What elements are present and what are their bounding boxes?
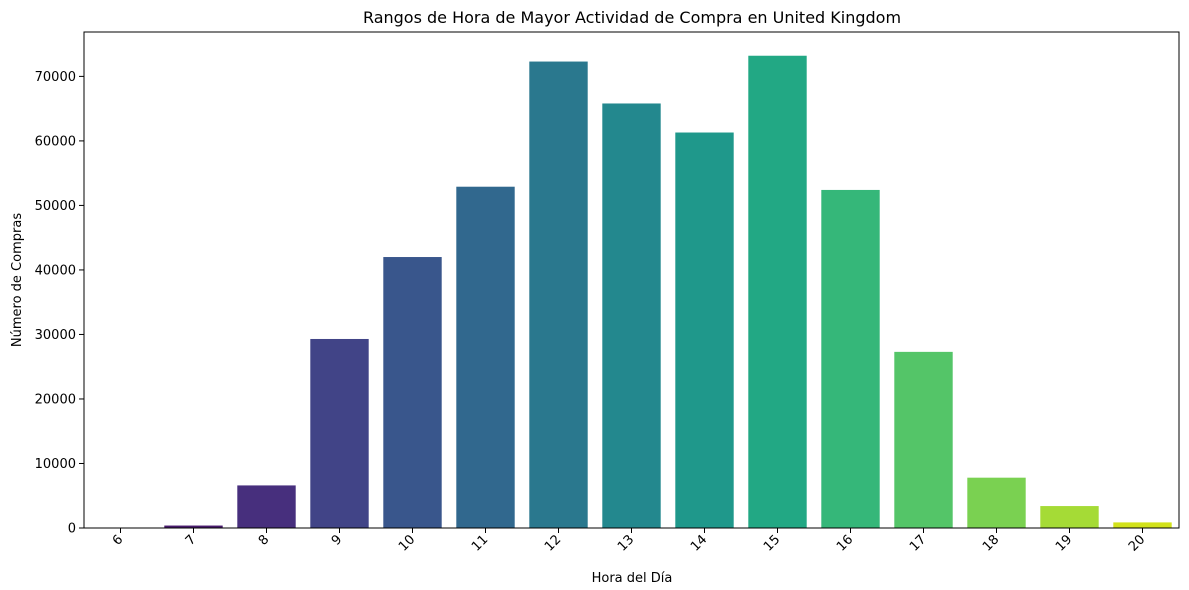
bar-hour-17 xyxy=(894,351,953,528)
chart-title: Rangos de Hora de Mayor Actividad de Com… xyxy=(363,8,901,27)
y-tick-label: 70000 xyxy=(35,70,76,85)
bar-hour-14 xyxy=(675,132,734,528)
y-tick-label: 20000 xyxy=(35,392,76,407)
bar-hour-11 xyxy=(456,186,515,528)
x-tick-label: 20 xyxy=(1126,532,1148,554)
bar-hour-15 xyxy=(748,55,807,529)
x-tick-label: 12 xyxy=(542,532,564,554)
plot-area: 0 10000 20000 30000 40000 50000 60000 70000 6 7 8 9… xyxy=(35,31,1180,555)
bar-hour-12 xyxy=(529,61,588,529)
bar-hour-7 xyxy=(164,525,223,528)
x-tick-label: 18 xyxy=(980,532,1002,554)
x-tick-label: 16 xyxy=(834,532,856,554)
x-tick-label: 17 xyxy=(907,532,929,554)
bar-hour-13 xyxy=(602,103,661,528)
bar-hour-9 xyxy=(310,338,369,528)
x-tick-label: 15 xyxy=(761,532,783,554)
plot-frame xyxy=(83,31,1180,529)
bar-hour-10 xyxy=(383,257,442,528)
bar-hour-18 xyxy=(967,477,1026,528)
y-tick-label: 50000 xyxy=(35,199,76,214)
y-tick-label: 0 xyxy=(68,522,76,537)
y-tick-label: 60000 xyxy=(35,134,76,149)
x-tick-label: 14 xyxy=(688,532,710,554)
x-tick-label: 8 xyxy=(256,532,272,548)
bar-hour-8 xyxy=(237,485,296,528)
x-tick-label: 6 xyxy=(110,532,126,548)
y-tick-label: 40000 xyxy=(35,263,76,278)
bar-hour-20 xyxy=(1113,522,1172,528)
bar-hour-16 xyxy=(821,189,880,528)
x-tick-label: 7 xyxy=(183,532,199,548)
y-tick-label: 10000 xyxy=(35,457,76,472)
x-tick-label: 19 xyxy=(1053,532,1075,554)
x-tick-label: 11 xyxy=(469,532,491,554)
x-tick-label: 13 xyxy=(615,532,637,554)
x-tick-label: 10 xyxy=(396,532,418,554)
y-tick-label: 30000 xyxy=(35,328,76,343)
x-tick-label: 9 xyxy=(329,532,345,548)
x-axis-label: Hora del Día xyxy=(592,571,673,586)
y-axis-label: Número de Compras xyxy=(10,213,25,347)
bar-hour-19 xyxy=(1040,506,1099,528)
